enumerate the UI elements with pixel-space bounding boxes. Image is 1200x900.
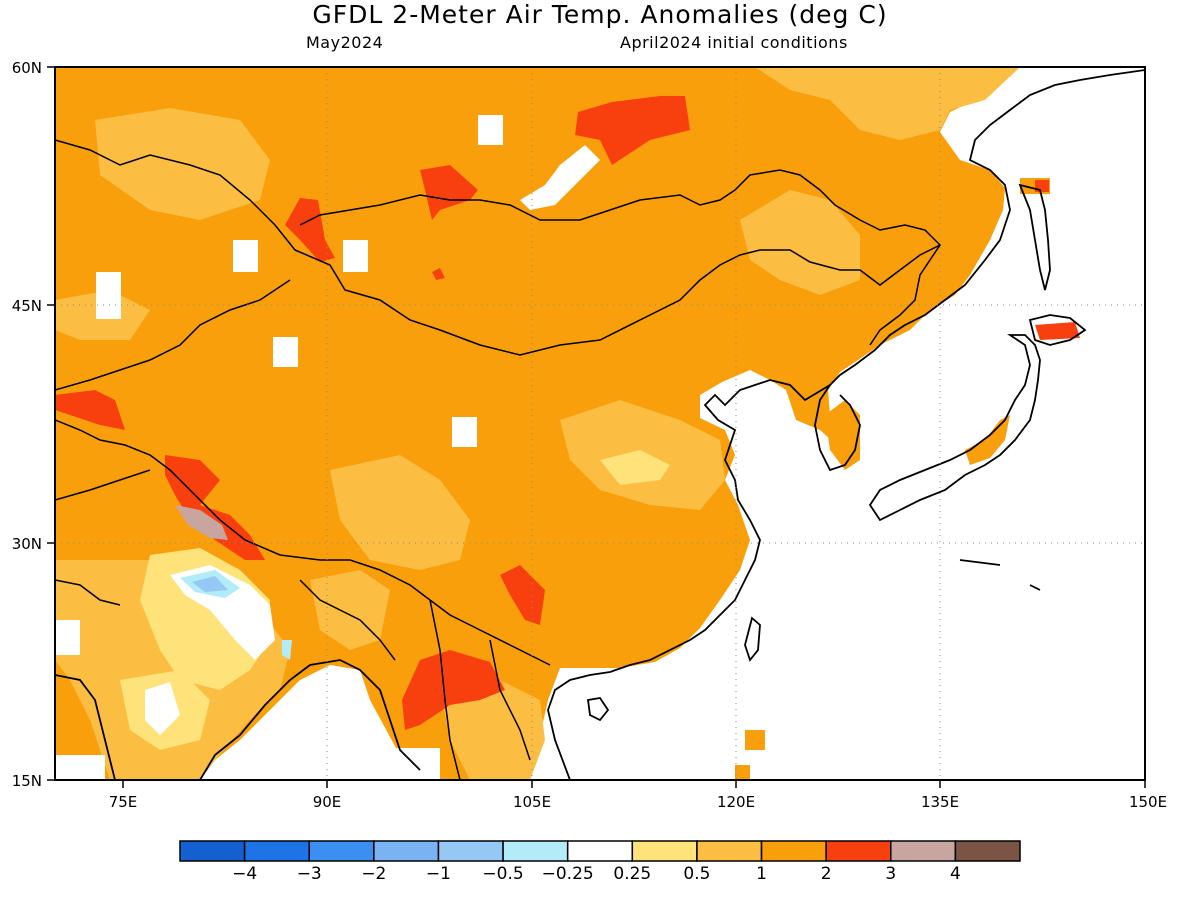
anomaly-patch-red bbox=[402, 650, 505, 730]
lat-tick-labels: 60N 45N 30N 15N bbox=[12, 59, 42, 790]
country-borders bbox=[55, 139, 942, 780]
anomaly-patch-negative bbox=[282, 640, 292, 660]
anomaly-patch-red bbox=[420, 165, 478, 220]
colorbar-bin bbox=[179, 840, 246, 862]
missing-data-cell bbox=[478, 115, 503, 145]
colorbar-label: 2 bbox=[821, 864, 832, 884]
graticule bbox=[55, 67, 1145, 780]
border-south-asia bbox=[55, 469, 531, 780]
lon-tick-label: 150E bbox=[1129, 793, 1167, 811]
anomaly-patch-light bbox=[740, 190, 860, 295]
colorbar-bin bbox=[890, 840, 957, 862]
border-mongolia bbox=[294, 169, 942, 356]
anomaly-patch-light bbox=[440, 680, 545, 780]
map-frame bbox=[54, 66, 1146, 781]
taiwan-anomaly bbox=[745, 730, 765, 750]
colorbar-bin bbox=[502, 840, 569, 862]
korea-anomaly bbox=[825, 400, 860, 470]
anomaly-patch-negative bbox=[192, 576, 228, 592]
missing-data-cell bbox=[233, 240, 258, 272]
lon-tick-label: 105E bbox=[513, 793, 551, 811]
lon-tick-label: 75E bbox=[109, 793, 138, 811]
lon-tick-marks bbox=[122, 780, 1146, 788]
lat-tick-marks bbox=[47, 66, 55, 781]
coastline-hokkaido bbox=[1028, 314, 1087, 346]
forecast-month: May2024 bbox=[306, 33, 384, 52]
colorbar-bin bbox=[308, 840, 375, 862]
colorbar-label: −1 bbox=[426, 864, 451, 884]
anomaly-patch-red bbox=[165, 455, 265, 560]
missing-data-cell bbox=[273, 337, 298, 367]
colorbar-label: −0.5 bbox=[482, 864, 523, 884]
colorbar-label: 0.25 bbox=[613, 864, 651, 884]
colorbar-bin bbox=[566, 840, 634, 862]
lon-tick-label: 120E bbox=[717, 793, 755, 811]
colorbar-label: −0.25 bbox=[542, 864, 594, 884]
coastline-hainan bbox=[586, 697, 610, 722]
border-himalaya bbox=[55, 419, 551, 666]
anomaly-patch-pale bbox=[600, 450, 670, 485]
anomaly-patch-extreme bbox=[175, 505, 228, 540]
lon-tick-label: 135E bbox=[921, 793, 959, 811]
coastline-japan bbox=[868, 334, 1041, 522]
chart-title: GFDL 2-Meter Air Temp. Anomalies (deg C) bbox=[312, 0, 888, 29]
anomaly-patch-red bbox=[285, 198, 335, 262]
initial-conditions-label: April2024 initial conditions bbox=[620, 33, 848, 52]
colorbar: −4 −3 −2 −1 −0.5 −0.25 0.25 0.5 1 2 3 4 bbox=[179, 840, 1021, 884]
lat-tick-label: 60N bbox=[12, 59, 42, 77]
lat-tick-label: 30N bbox=[12, 535, 42, 553]
missing-data-cell bbox=[55, 755, 105, 780]
lat-tick-label: 15N bbox=[12, 772, 42, 790]
coastline-east-asia bbox=[547, 69, 1145, 780]
colorbar-label: 4 bbox=[950, 864, 961, 884]
coastlines bbox=[55, 69, 1145, 780]
colorbar-label: −4 bbox=[232, 864, 257, 884]
anomaly-patch-light bbox=[330, 455, 470, 570]
colorbar-bin bbox=[437, 840, 504, 862]
coastline-sakhalin bbox=[1018, 183, 1051, 291]
colorbar-bin bbox=[243, 840, 310, 862]
coastline-korea bbox=[814, 384, 861, 472]
anomaly-patch-red bbox=[500, 565, 545, 625]
anomaly-patch-red bbox=[432, 268, 445, 280]
border-china-russia-ne bbox=[869, 244, 941, 346]
colorbar-bin bbox=[373, 840, 440, 862]
anomaly-patch-red bbox=[55, 390, 125, 430]
anomaly-patch-light bbox=[95, 108, 270, 220]
colorbar-bin bbox=[696, 840, 763, 862]
colorbar-label: −3 bbox=[297, 864, 322, 884]
colorbar-label: 1 bbox=[756, 864, 767, 884]
anomaly-patch-red bbox=[575, 96, 690, 165]
colorbar-label: 0.5 bbox=[683, 864, 710, 884]
luzon-anomaly bbox=[735, 765, 750, 780]
lon-tick-label: 90E bbox=[313, 793, 342, 811]
lat-tick-label: 45N bbox=[12, 297, 42, 315]
missing-data-cell bbox=[343, 240, 368, 272]
colorbar-bin bbox=[631, 840, 698, 862]
missing-data-cell bbox=[55, 620, 80, 655]
coastline-sumatra bbox=[959, 559, 1041, 591]
anomaly-patch-light bbox=[755, 67, 1020, 140]
colorbar-label: 3 bbox=[885, 864, 896, 884]
colorbar-bin bbox=[825, 840, 892, 862]
missing-data-cell bbox=[452, 417, 477, 447]
colorbar-bin bbox=[954, 840, 1021, 862]
lon-tick-labels: 75E 90E 105E 120E 135E 150E bbox=[109, 793, 1167, 811]
coastline-taiwan bbox=[744, 616, 761, 662]
anomaly-patch-neutral bbox=[145, 682, 180, 735]
coastline-south-asia bbox=[55, 659, 421, 780]
anomaly-patch-red bbox=[1035, 322, 1080, 340]
anomaly-field bbox=[55, 67, 1145, 780]
colorbar-bin bbox=[760, 840, 827, 862]
missing-data-cell bbox=[96, 272, 121, 319]
lake-baikal-missing bbox=[520, 145, 600, 210]
border-kazakhstan bbox=[55, 139, 296, 391]
colorbar-label: −2 bbox=[361, 864, 386, 884]
